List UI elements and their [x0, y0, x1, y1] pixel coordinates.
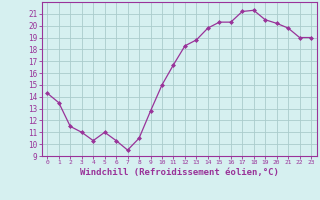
X-axis label: Windchill (Refroidissement éolien,°C): Windchill (Refroidissement éolien,°C) — [80, 168, 279, 177]
